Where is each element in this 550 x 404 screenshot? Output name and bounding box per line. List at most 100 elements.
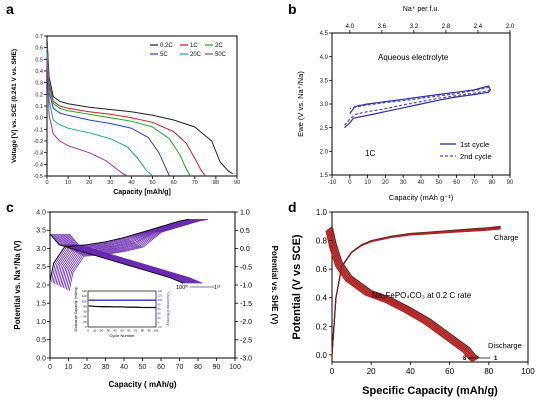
- panel-c-inset-x-tick-label: 40: [114, 329, 118, 333]
- panel-c-y-tick-label: 1.0: [36, 319, 46, 326]
- panel-c-inset-capacity-line: [88, 305, 156, 309]
- panel-d-discharge-line: [326, 229, 475, 362]
- panel-b-ylabel: Ewe (V vs. Na⁺/Na): [296, 71, 305, 137]
- panel-d-discharge-line: [325, 230, 474, 363]
- panel-c-inset-y2label: Coulombic Efficiency: [166, 292, 170, 325]
- panel-c-inset-y-tick-label: 100: [82, 299, 87, 303]
- panel-d-discharge-outline: [331, 226, 480, 358]
- panel-c-inset-y-tick-label: 40: [83, 315, 87, 319]
- panel-c-cycle-discharge-line: [68, 233, 203, 284]
- panel-c-cycle-charge-line: [64, 218, 204, 289]
- panel-c-cycle-discharge-line: [65, 233, 200, 284]
- panel-c-inset-x-tick-label: 20: [100, 329, 104, 333]
- panel-b-x-tick-label: -10: [328, 180, 337, 186]
- panel-c-inset-x-tick-label: 30: [107, 329, 111, 333]
- panel-a-legend-label: 20C: [190, 52, 202, 58]
- panel-c-inset-x-tick-label: 70: [134, 329, 138, 333]
- panel-c-first-charge-line: [49, 218, 189, 282]
- panel-b-top-tick-label: 3.2: [410, 24, 419, 30]
- panel-b-y-tick-label: 1.5: [320, 173, 329, 179]
- panel-d-y-tick-label: 0.2: [316, 322, 328, 331]
- panel-a-ylabel: Voltage [V] vs. SCE (0.241 V vs. SHE): [11, 49, 18, 163]
- panel-c-x-tick-label: 40: [120, 364, 128, 371]
- panel-c-inset-y-tick-label: 140: [82, 289, 87, 293]
- panel-a-series-line: [46, 53, 153, 177]
- panel-c-x-tick-label: 60: [157, 364, 165, 371]
- panel-c-inset-y-tick-label: 0: [85, 325, 87, 329]
- panel-a-series-line: [46, 38, 234, 175]
- panel-c-cycle-discharge-line: [67, 233, 202, 284]
- panel-a-y-tick-label: 0.2: [35, 92, 43, 98]
- panel-c-x-tick-label: 0: [48, 364, 52, 371]
- panel-b-series-line: [344, 86, 492, 126]
- panel-a-y-tick-label: -0.1: [34, 127, 43, 133]
- panel-c-cycle-charge-line: [57, 218, 197, 286]
- panel-a-y-tick-label: -0.2: [34, 139, 43, 145]
- panel-c-y2-tick-label: -1.0: [240, 283, 252, 290]
- panel-c-ylabel: Potential vs. Na⁺/Na (V): [13, 240, 22, 329]
- panel-d-annotation-compound: Na₃FePO₄CO₃ at 0.2 C rate: [372, 291, 472, 300]
- panel-c-inset-y2-tick-label: -20: [158, 325, 162, 329]
- panel-d-annotation-cycle-1: 1: [494, 356, 498, 362]
- panel-a-x-tick-label: 90: [234, 180, 240, 186]
- panel-c-inset-y2-tick-label: 0: [158, 321, 160, 325]
- panel-c-y-tick-label: 2.5: [36, 264, 46, 271]
- panel-c-cycle-charge-line: [58, 218, 198, 286]
- panel-b-x-tick-label: 90: [507, 180, 514, 186]
- panel-c-y2-tick-label: 0.5: [240, 228, 250, 235]
- panel-c-cycle-charge-line: [61, 218, 201, 288]
- panel-b-series-line: [344, 85, 492, 129]
- panel-b-annotation-rate: 1C: [365, 149, 375, 158]
- panel-b-x-tick-label: 30: [400, 180, 407, 186]
- panel-c-x-tick-label: 90: [213, 364, 221, 371]
- panel-d-annotation-discharge: Discharge: [488, 341, 522, 350]
- panel-c-inset-x-tick-label: 90: [148, 329, 152, 333]
- panel-c-annotation-1st: 1ˢᵗ: [214, 284, 221, 291]
- panel-c-inset-xlabel: Cycle Number: [109, 333, 135, 338]
- panel-c-inset-y2-tick-label: 140: [158, 289, 163, 293]
- panel-a-x-tick-label: 20: [86, 180, 92, 186]
- panel-b-x-tick-label: 0: [348, 180, 352, 186]
- panel-d-x-tick-label: 100: [521, 367, 535, 376]
- panel-d-frame: [331, 211, 529, 363]
- panel-d-charge-outline: [331, 226, 501, 355]
- panel-c-xlabel: Capacity ( mAh/g): [108, 380, 176, 389]
- panel-a-x-tick-label: 80: [213, 180, 219, 186]
- panel-a-legend-label: 50C: [215, 52, 227, 58]
- panel-a-series-line: [46, 49, 170, 177]
- panel-b-top-tick-label: 2.0: [506, 24, 515, 30]
- panel-c-first-discharge-line: [49, 233, 184, 284]
- panel-c-x-tick-label: 100: [229, 364, 241, 371]
- panel-c-y2-tick-label: 1.0: [240, 210, 250, 217]
- panel-a-y-tick-label: -0.5: [34, 174, 43, 180]
- panel-c-cycle-discharge-line: [58, 233, 193, 284]
- panel-a-y-tick-label: 0.5: [35, 57, 43, 63]
- panel-b-y-tick-label: 3.5: [320, 78, 329, 84]
- panel-c-x-tick-label: 20: [83, 364, 91, 371]
- panel-c-y2-tick-label: 0.0: [240, 246, 250, 253]
- panel-a-y-tick-label: 0.7: [35, 34, 43, 40]
- panel-a-legend-label: 2C: [215, 43, 223, 49]
- panel-c-inset-x-tick-label: 60: [127, 329, 131, 333]
- panel-d-annotation-charge: Charge: [494, 233, 519, 242]
- panel-c-x-tick-label: 10: [65, 364, 73, 371]
- panel-a-x-tick-label: 60: [171, 180, 177, 186]
- panel-a-x-tick-label: 50: [149, 180, 155, 186]
- panel-a-series-line: [46, 45, 206, 177]
- panel-c-cycle-charge-line: [62, 218, 203, 288]
- panel-c-y-tick-label: 4.0: [36, 209, 46, 216]
- panel-c-y2label: Potential vs. SHE (V): [270, 246, 279, 325]
- panel-d-x-tick-label: 60: [445, 367, 454, 376]
- panel-b-y-tick-label: 4.5: [320, 31, 329, 37]
- panel-d-ylabel: Potential (V vs SCE): [291, 234, 303, 339]
- panel-c-y2-tick-label: -1.5: [240, 301, 252, 308]
- panel-c-cycle-discharge-line: [60, 233, 194, 284]
- panel-a-y-tick-label: 0.3: [35, 81, 43, 87]
- panel-b-y-tick-label: 2.0: [320, 149, 329, 155]
- panel-d-discharge-line: [328, 227, 478, 360]
- panel-c-x-tick-label: 30: [102, 364, 110, 371]
- panel-a-x-tick-label: 30: [107, 180, 113, 186]
- panel-c-inset-y-tick-label: 80: [83, 304, 87, 308]
- panel-d-y-tick-label: 0.0: [316, 351, 328, 360]
